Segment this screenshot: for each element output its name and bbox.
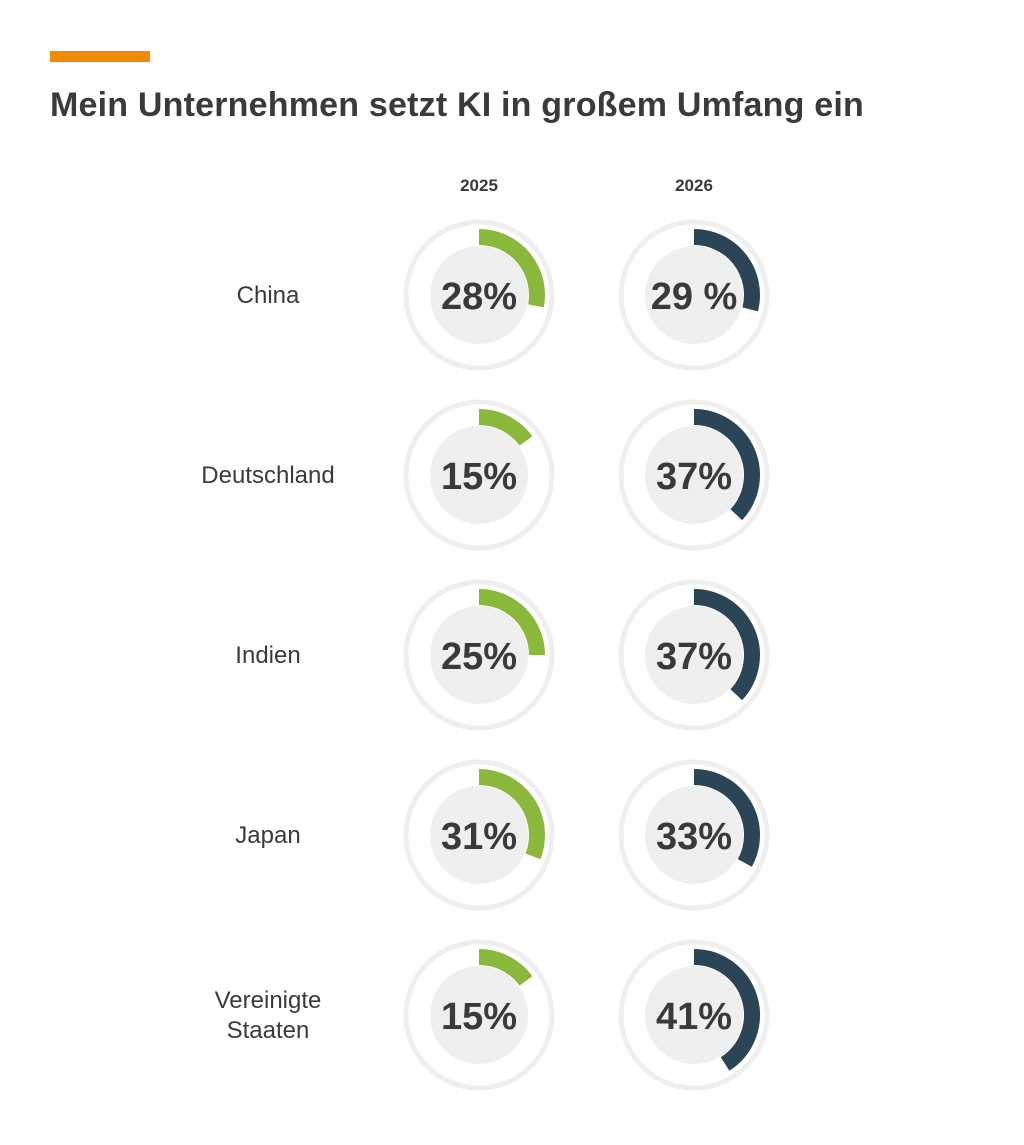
accent-bar <box>50 51 150 62</box>
donut-deutschland-2026-value-label: 37% <box>656 456 732 498</box>
donut-indien-2025-value-label: 25% <box>441 636 517 678</box>
row-label-indien: Indien <box>235 642 300 669</box>
donut-vereinigte-staaten-2026-center <box>645 966 743 1064</box>
donut-indien-2026-value-label: 37% <box>656 636 732 678</box>
donut-china-2025-arc <box>478 229 545 308</box>
donut-vereinigte-staaten-2026-arc <box>693 949 760 1071</box>
row-label-japan: Japan <box>235 822 300 849</box>
row-label-china: China <box>237 282 300 309</box>
donut-indien-2026-arc <box>693 589 760 701</box>
donut-china-2026-center <box>645 246 743 344</box>
donut-vereinigte-staaten-2025-value-label: 15% <box>441 996 517 1038</box>
donut-deutschland-2026-center <box>645 426 743 524</box>
donut-indien-2025-center <box>430 606 528 704</box>
row-label-deutschland: Deutschland <box>201 462 334 489</box>
donut-vereinigte-staaten-2025-center <box>430 966 528 1064</box>
donut-indien-2026-center <box>645 606 743 704</box>
donut-japan-2025-arc <box>478 769 545 860</box>
donut-deutschland-2025-arc <box>478 409 533 446</box>
donut-japan-2026-center <box>645 786 743 884</box>
row-label-vereinigte-staaten: Vereinigte Staaten <box>215 987 322 1044</box>
donut-vereinigte-staaten-2026-value-label: 41% <box>656 996 732 1038</box>
donut-japan-2025-value-label: 31% <box>441 816 517 858</box>
donut-japan-2026-arc <box>693 769 760 867</box>
page-title: Mein Unternehmen setzt KI in großem Umfa… <box>50 86 864 124</box>
donut-china-2025-value-label: 28% <box>441 276 517 318</box>
donut-japan-2025-center <box>430 786 528 884</box>
year-label-2025: 2025 <box>460 176 498 195</box>
donut-japan-2026-value-label: 33% <box>656 816 732 858</box>
donut-deutschland-2026-arc <box>693 409 760 521</box>
donut-china-2025-center <box>430 246 528 344</box>
donut-china-2026-arc <box>693 229 760 312</box>
year-label-2026: 2026 <box>675 176 713 195</box>
donut-deutschland-2025-center <box>430 426 528 524</box>
donut-deutschland-2025-value-label: 15% <box>441 456 517 498</box>
donut-vereinigte-staaten-2025-arc <box>478 949 533 986</box>
donut-indien-2025-arc <box>478 589 545 656</box>
donut-china-2026-value-label: 29 % <box>651 276 738 318</box>
